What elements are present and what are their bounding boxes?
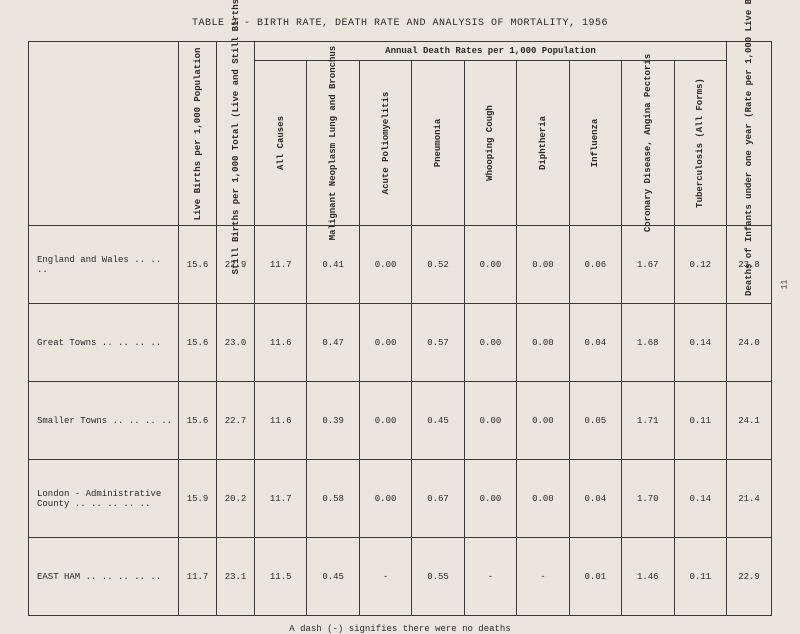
col-whooping: Whooping Cough	[464, 61, 516, 226]
data-cell: 21.4	[727, 460, 772, 538]
data-cell: 0.04	[569, 460, 621, 538]
data-cell: 1.67	[622, 226, 674, 304]
data-cell: 0.47	[307, 304, 359, 382]
data-cell: 0.00	[464, 226, 516, 304]
data-cell: 0.00	[464, 460, 516, 538]
data-cell: 11.7	[255, 226, 307, 304]
data-cell: 11.7	[179, 538, 217, 616]
data-cell: 0.14	[674, 304, 727, 382]
data-cell: 0.00	[517, 304, 569, 382]
page-marker: 11	[781, 280, 790, 290]
data-cell: 15.6	[179, 226, 217, 304]
data-cell: 15.9	[179, 460, 217, 538]
data-cell: 0.67	[412, 460, 464, 538]
data-cell: 15.6	[179, 304, 217, 382]
data-cell: 0.52	[412, 226, 464, 304]
table-row: Great Towns .. .. .. ..15.623.011.60.470…	[29, 304, 772, 382]
annual-death-rates-header: Annual Death Rates per 1,000 Population	[255, 42, 727, 61]
data-cell: 0.45	[307, 538, 359, 616]
col-coronary: Coronary Disease, Angina Pectoris	[622, 61, 674, 226]
region-label: Smaller Towns .. .. .. ..	[29, 382, 179, 460]
col-still-births: Still Births per 1,000 Total (Live and S…	[217, 42, 255, 226]
data-cell: 22.9	[727, 538, 772, 616]
footnote: A dash (-) signifies there were no death…	[28, 624, 772, 634]
data-cell: 11.5	[255, 538, 307, 616]
region-label: England and Wales .. .. ..	[29, 226, 179, 304]
data-cell: 0.00	[359, 382, 411, 460]
data-cell: 11.6	[255, 304, 307, 382]
data-cell: 23.0	[217, 304, 255, 382]
data-cell: 11.6	[255, 382, 307, 460]
region-header	[29, 42, 179, 226]
data-cell: 0.06	[569, 226, 621, 304]
table-row: EAST HAM .. .. .. .. ..11.723.111.50.45-…	[29, 538, 772, 616]
data-cell: 0.00	[359, 460, 411, 538]
data-cell: 24.1	[727, 382, 772, 460]
data-cell: -	[359, 538, 411, 616]
data-cell: 0.00	[359, 226, 411, 304]
data-cell: 22.7	[217, 382, 255, 460]
data-cell: 0.00	[359, 304, 411, 382]
data-cell: 1.46	[622, 538, 674, 616]
data-cell: 0.11	[674, 538, 727, 616]
table-row: England and Wales .. .. ..15.622.911.70.…	[29, 226, 772, 304]
data-cell: 15.6	[179, 382, 217, 460]
data-cell: 1.71	[622, 382, 674, 460]
data-cell: 1.70	[622, 460, 674, 538]
data-cell: 0.00	[517, 382, 569, 460]
table-row: London - Administrative County .. .. .. …	[29, 460, 772, 538]
region-label: EAST HAM .. .. .. .. ..	[29, 538, 179, 616]
col-pneumonia: Pneumonia	[412, 61, 464, 226]
region-label: Great Towns .. .. .. ..	[29, 304, 179, 382]
data-cell: 0.45	[412, 382, 464, 460]
data-cell: 23.1	[217, 538, 255, 616]
data-cell: 0.12	[674, 226, 727, 304]
data-cell: 0.55	[412, 538, 464, 616]
col-influenza: Influenza	[569, 61, 621, 226]
data-cell: -	[464, 538, 516, 616]
table-row: Smaller Towns .. .. .. ..15.622.711.60.3…	[29, 382, 772, 460]
table-title: TABLE 2 - BIRTH RATE, DEATH RATE AND ANA…	[28, 18, 772, 29]
col-tuberculosis: Tuberculosis (All Forms)	[674, 61, 727, 226]
col-malignant: Malignant Neoplasm Lung and Bronchus	[307, 61, 359, 226]
region-label: London - Administrative County .. .. .. …	[29, 460, 179, 538]
col-polio: Acute Poliomyelitis	[359, 61, 411, 226]
data-cell: 0.00	[517, 226, 569, 304]
data-cell: 0.00	[517, 460, 569, 538]
mortality-table: Live Births per 1,000 Population Still B…	[28, 41, 772, 616]
data-cell: 0.01	[569, 538, 621, 616]
data-cell: 1.68	[622, 304, 674, 382]
data-cell: 0.05	[569, 382, 621, 460]
data-cell: 0.00	[464, 382, 516, 460]
data-cell: 0.39	[307, 382, 359, 460]
data-cell: 11.7	[255, 460, 307, 538]
data-cell: 0.04	[569, 304, 621, 382]
col-infants: Deaths of Infants under one year (Rate p…	[727, 42, 772, 226]
data-cell: -	[517, 538, 569, 616]
data-cell: 0.58	[307, 460, 359, 538]
data-cell: 0.00	[464, 304, 516, 382]
col-live-births: Live Births per 1,000 Population	[179, 42, 217, 226]
col-all-causes: All Causes	[255, 61, 307, 226]
col-diphtheria: Diphtheria	[517, 61, 569, 226]
data-cell: 0.11	[674, 382, 727, 460]
data-cell: 24.0	[727, 304, 772, 382]
data-cell: 0.57	[412, 304, 464, 382]
data-cell: 0.14	[674, 460, 727, 538]
data-cell: 20.2	[217, 460, 255, 538]
